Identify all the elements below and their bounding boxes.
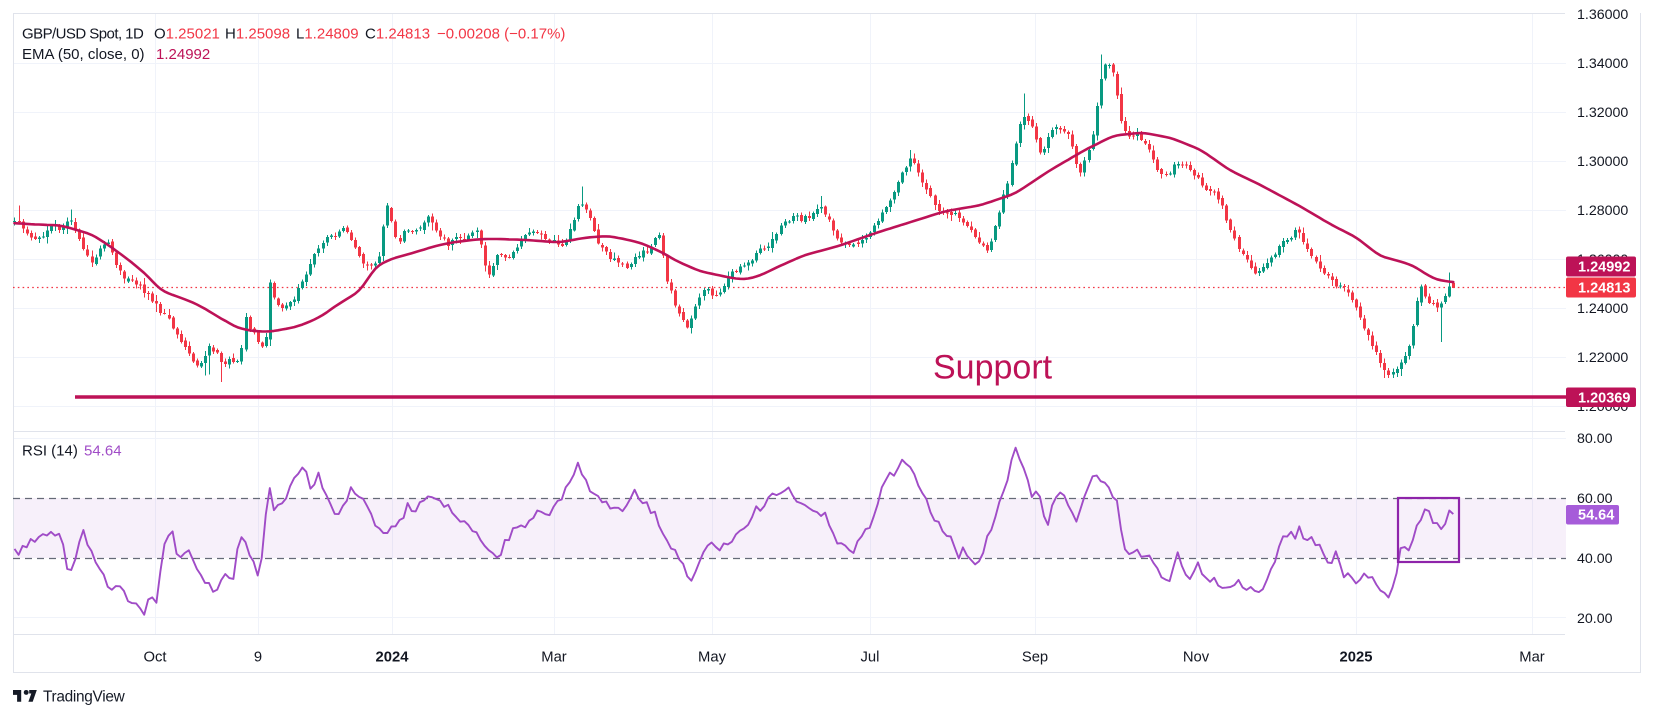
svg-text:9: 9	[254, 650, 262, 666]
svg-text:O1.25021: O1.25021	[154, 26, 220, 43]
svg-text:C1.24813: C1.24813	[365, 26, 430, 43]
svg-text:May: May	[698, 650, 727, 666]
svg-text:1.34000: 1.34000	[1577, 56, 1628, 72]
svg-text:1.28000: 1.28000	[1577, 203, 1628, 219]
svg-text:H1.25098: H1.25098	[225, 26, 290, 43]
svg-text:54.64: 54.64	[84, 443, 122, 460]
svg-text:EMA (50, close, 0): EMA (50, close, 0)	[22, 46, 145, 63]
svg-text:1.22000: 1.22000	[1577, 350, 1628, 366]
svg-text:20.00: 20.00	[1577, 611, 1613, 627]
svg-text:Mar: Mar	[1519, 650, 1545, 666]
svg-text:1.24813: 1.24813	[1578, 281, 1630, 297]
svg-text:1.24000: 1.24000	[1577, 301, 1628, 317]
svg-text:Oct: Oct	[143, 650, 166, 666]
svg-text:60.00: 60.00	[1577, 491, 1613, 507]
svg-text:2025: 2025	[1340, 650, 1373, 666]
svg-text:1.20369: 1.20369	[1578, 391, 1630, 407]
svg-text:−0.00208 (−0.17%): −0.00208 (−0.17%)	[437, 26, 565, 43]
svg-text:GBP/USD Spot, 1D: GBP/USD Spot, 1D	[22, 26, 144, 43]
svg-text:TradingView: TradingView	[43, 689, 126, 706]
svg-text:40.00: 40.00	[1577, 551, 1613, 567]
svg-text:1.30000: 1.30000	[1577, 154, 1628, 170]
svg-text:L1.24809: L1.24809	[296, 26, 359, 43]
svg-text:RSI (14): RSI (14)	[22, 443, 78, 460]
svg-text:80.00: 80.00	[1577, 431, 1613, 447]
svg-text:Support: Support	[933, 349, 1053, 387]
svg-text:Jul: Jul	[861, 650, 880, 666]
svg-text:54.64: 54.64	[1578, 508, 1614, 524]
svg-text:Sep: Sep	[1022, 650, 1048, 666]
svg-text:1.32000: 1.32000	[1577, 105, 1628, 121]
svg-text:1.36000: 1.36000	[1577, 7, 1628, 23]
svg-text:Mar: Mar	[541, 650, 567, 666]
svg-text:2024: 2024	[376, 650, 410, 666]
svg-text:Nov: Nov	[1183, 650, 1210, 666]
svg-text:1.24992: 1.24992	[1578, 260, 1630, 276]
svg-text:1.24992: 1.24992	[156, 46, 210, 63]
